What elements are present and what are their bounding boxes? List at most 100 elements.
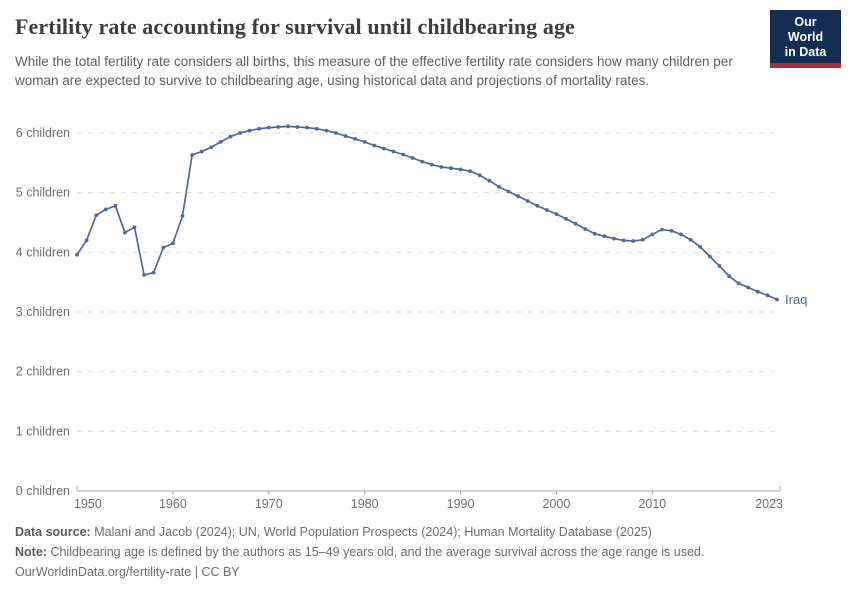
iraq-point-1980[interactable]	[362, 140, 367, 144]
iraq-point-1989[interactable]	[449, 166, 453, 171]
iraq-point-2014[interactable]	[688, 237, 693, 242]
iraq-point-1983[interactable]	[391, 149, 396, 154]
chart-footer: Data source: Malani and Jacob (2024); UN…	[15, 522, 835, 582]
note-text: Childbearing age is defined by the autho…	[50, 545, 705, 559]
owid-logo-line1: Our World	[787, 15, 824, 44]
iraq-point-1987[interactable]	[429, 162, 434, 167]
iraq-point-1956[interactable]	[132, 225, 137, 230]
iraq-point-1975[interactable]	[314, 126, 319, 131]
iraq-point-1976[interactable]	[324, 128, 329, 133]
iraq-point-1954[interactable]	[113, 203, 118, 208]
iraq-point-1998[interactable]	[535, 203, 540, 208]
iraq-point-1953[interactable]	[103, 207, 108, 212]
iraq-point-1969[interactable]	[257, 126, 262, 131]
iraq-point-2022[interactable]	[765, 293, 770, 298]
iraq-point-1971[interactable]	[276, 125, 281, 129]
iraq-point-1991[interactable]	[468, 169, 473, 174]
iraq-point-1951[interactable]	[84, 238, 89, 243]
iraq-point-1990[interactable]	[458, 167, 463, 172]
iraq-point-2023[interactable]	[775, 297, 779, 302]
y-axis-label-3: 3 children	[16, 305, 70, 319]
iraq-point-2019[interactable]	[736, 281, 741, 286]
iraq-point-1961[interactable]	[180, 214, 185, 218]
iraq-point-1950[interactable]	[75, 252, 79, 257]
iraq-point-2010[interactable]	[650, 232, 655, 237]
footer-url[interactable]: OurWorldinData.org/fertility-rate	[15, 565, 192, 579]
iraq-point-1958[interactable]	[151, 270, 156, 275]
iraq-point-1978[interactable]	[343, 134, 348, 138]
note-line: Note: Childbearing age is defined by the…	[15, 542, 835, 562]
iraq-point-1952[interactable]	[94, 213, 99, 218]
iraq-point-1966[interactable]	[228, 134, 233, 139]
iraq-point-1972[interactable]	[286, 124, 290, 129]
iraq-point-1997[interactable]	[525, 199, 530, 203]
iraq-point-1985[interactable]	[410, 156, 415, 160]
iraq-point-2012[interactable]	[669, 228, 674, 233]
x-axis-label-1980: 1980	[351, 497, 379, 511]
iraq-point-1996[interactable]	[516, 194, 520, 199]
series-label-iraq[interactable]: Iraq	[785, 292, 807, 307]
iraq-point-2006[interactable]	[612, 236, 616, 241]
iraq-point-2002[interactable]	[573, 221, 578, 226]
iraq-point-1988[interactable]	[439, 165, 444, 169]
iraq-point-1973[interactable]	[295, 125, 300, 129]
iraq-point-2008[interactable]	[631, 239, 636, 243]
iraq-point-1967[interactable]	[238, 131, 242, 135]
iraq-point-2021[interactable]	[755, 289, 760, 294]
iraq-point-1979[interactable]	[353, 137, 357, 141]
iraq-point-1960[interactable]	[171, 241, 175, 246]
x-axis-label-1950: 1950	[74, 497, 102, 511]
iraq-point-1959[interactable]	[161, 245, 166, 250]
iraq-point-1986[interactable]	[420, 159, 425, 164]
iraq-point-2001[interactable]	[564, 217, 568, 221]
iraq-point-2007[interactable]	[621, 238, 626, 243]
x-axis-label-1960: 1960	[159, 497, 187, 511]
iraq-point-2015[interactable]	[698, 245, 703, 249]
chart-title: Fertility rate accounting for survival u…	[15, 14, 575, 39]
iraq-point-1982[interactable]	[381, 146, 386, 151]
footer-separator: |	[194, 565, 198, 579]
x-axis-label-2010: 2010	[638, 497, 666, 511]
iraq-point-1993[interactable]	[487, 178, 492, 183]
iraq-point-1965[interactable]	[218, 140, 223, 144]
iraq-point-1995[interactable]	[506, 189, 511, 194]
iraq-point-1984[interactable]	[401, 152, 405, 157]
x-axis-label-1970: 1970	[255, 497, 283, 511]
data-source-line: Data source: Malani and Jacob (2024); UN…	[15, 522, 835, 542]
iraq-point-2016[interactable]	[708, 254, 712, 259]
iraq-point-1999[interactable]	[545, 208, 549, 212]
iraq-point-1977[interactable]	[334, 131, 338, 135]
iraq-point-2009[interactable]	[640, 237, 645, 242]
iraq-point-2017[interactable]	[717, 264, 722, 268]
iraq-point-2000[interactable]	[554, 212, 559, 217]
note-label: Note:	[15, 545, 47, 559]
iraq-point-1974[interactable]	[305, 125, 309, 130]
iraq-point-1981[interactable]	[372, 143, 377, 148]
y-axis-label-5: 5 children	[16, 186, 70, 200]
iraq-point-2003[interactable]	[583, 227, 588, 231]
iraq-point-1962[interactable]	[190, 153, 195, 158]
iraq-point-1963[interactable]	[199, 149, 204, 154]
iraq-point-1970[interactable]	[266, 125, 271, 130]
iraq-point-2020[interactable]	[746, 285, 751, 290]
iraq-point-2005[interactable]	[602, 234, 607, 239]
iraq-point-2013[interactable]	[679, 232, 683, 237]
y-axis-label-1: 1 children	[16, 424, 70, 438]
iraq-point-1968[interactable]	[247, 128, 252, 133]
iraq-point-1957[interactable]	[142, 273, 147, 277]
iraq-point-1955[interactable]	[123, 230, 127, 235]
license-line: OurWorldinData.org/fertility-rate | CC B…	[15, 562, 835, 582]
iraq-point-1964[interactable]	[209, 145, 214, 150]
iraq-point-1994[interactable]	[497, 184, 501, 189]
chart-subtitle: While the total fertility rate considers…	[15, 54, 733, 89]
iraq-point-2004[interactable]	[592, 231, 597, 236]
owid-logo[interactable]: Our World in Data	[770, 10, 841, 68]
iraq-point-2011[interactable]	[660, 227, 664, 232]
y-axis-label-4: 4 children	[16, 245, 70, 259]
iraq-point-2018[interactable]	[727, 274, 731, 279]
iraq-point-1992[interactable]	[477, 173, 482, 178]
x-axis-label-2000: 2000	[543, 497, 571, 511]
iraq-line-series[interactable]	[76, 125, 778, 301]
data-source-text: Malani and Jacob (2024); UN, World Popul…	[94, 525, 652, 539]
